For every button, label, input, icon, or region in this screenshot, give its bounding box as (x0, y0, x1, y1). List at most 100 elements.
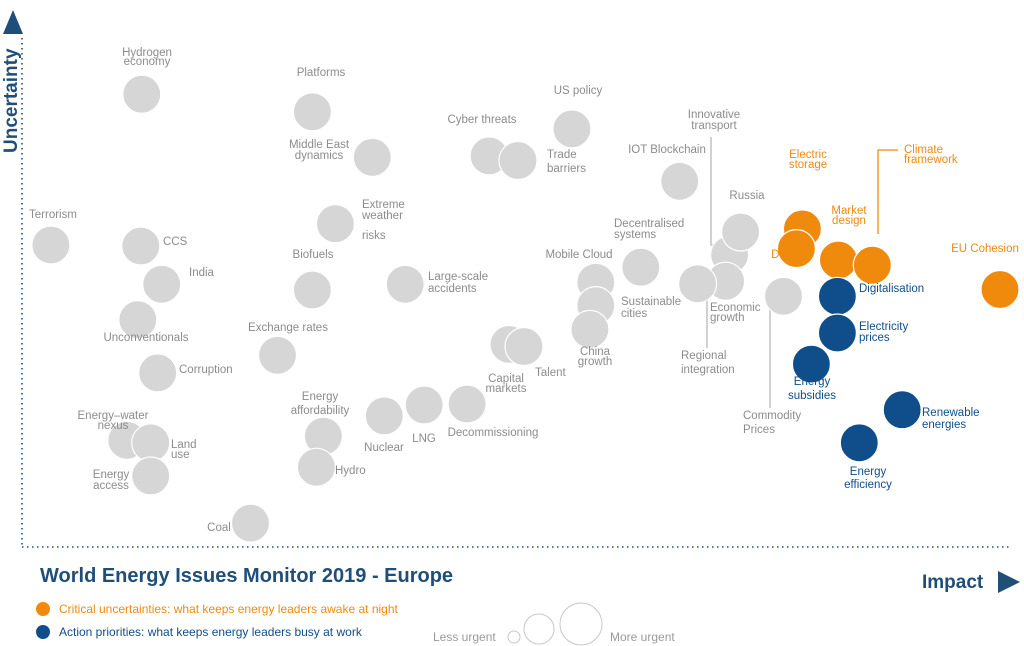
bubble-coal (230, 503, 271, 543)
label-line: Prices (743, 424, 775, 436)
label-ccs: CCS (163, 236, 188, 248)
label-platforms: Platforms (297, 67, 346, 79)
label-line: Corruption (179, 364, 233, 376)
bubble-commodity-prices (763, 276, 804, 316)
label-line: growth (578, 356, 613, 368)
bubble-energy-access (131, 456, 171, 496)
label-line: nexus (98, 420, 129, 432)
label-line: Regional (681, 350, 726, 362)
label-cyber-threats: Cyber threats (447, 114, 516, 126)
label-line: Economic (710, 302, 761, 314)
label-line: Commodity (743, 410, 801, 422)
size-legend-medium-circle-icon (523, 613, 555, 645)
label-capital-markets: Capital markets (486, 373, 527, 395)
label-line: Decentralised (614, 218, 684, 230)
bubble-hydro (296, 447, 336, 487)
label-energy-access: Energy access (93, 469, 130, 492)
label-innovative-transport: Innovative transport (688, 109, 740, 132)
bubble-platforms (292, 92, 332, 132)
bubble-iot-blockchain (660, 161, 700, 201)
label-line: design (832, 215, 866, 227)
label-line: Decommissioning (448, 427, 539, 439)
label-line: Extreme (362, 199, 405, 211)
label-decentralised-systems: Decentralised systems (614, 218, 684, 241)
label-mobile-cloud: Mobile Cloud (545, 249, 612, 261)
label-line: storage (789, 159, 827, 171)
label-line: access (93, 480, 129, 492)
bubble-nuclear (364, 396, 404, 436)
bubble-russia (720, 212, 761, 252)
label-line: accidents (428, 283, 477, 295)
label-lng: LNG (412, 433, 436, 445)
label-line: Russia (729, 190, 765, 202)
label-electricity-prices: Electricity prices (859, 321, 908, 344)
label-decommissioning: Decommissioning (448, 427, 539, 439)
bubble-decommissioning (447, 384, 487, 424)
label-energy-subsidies: Energy subsidies (788, 376, 836, 402)
label-line: affordability (291, 405, 350, 417)
label-line: transport (691, 120, 737, 132)
bubble-us-policy (552, 109, 592, 149)
label-line: Exchange rates (248, 322, 328, 334)
label-line: Market (831, 205, 867, 217)
label-line: Biofuels (293, 249, 334, 261)
bubble-terrorism (31, 225, 71, 265)
bubble-ccs (121, 226, 161, 266)
label-line: IOT Blockchain (628, 144, 706, 156)
label-line: barriers (547, 163, 586, 175)
label-commodity-prices: Commodity Prices (743, 410, 801, 436)
label-us-policy: US policy (554, 85, 603, 97)
bubble-electricity-prices (817, 313, 858, 353)
label-digitalisation: Digitalisation (859, 283, 924, 295)
label-exchange-rates: Exchange rates (248, 322, 328, 334)
connector-innovative-transport (710, 137, 723, 246)
label-line: markets (486, 383, 527, 395)
label-line: Sustainable (621, 296, 681, 308)
bubble-regional-integration (677, 264, 718, 304)
label-line: Electric (789, 149, 827, 161)
label-line: Nuclear (364, 442, 404, 454)
label-line: Mobile Cloud (545, 249, 612, 261)
bubble-china-growth (570, 309, 610, 349)
bubble-climate-framework (852, 245, 892, 285)
y-axis-arrow-icon (3, 10, 23, 34)
label-land-use: Land use (171, 439, 197, 461)
bubble-digitalisation (817, 276, 858, 316)
label-line: subsidies (788, 390, 836, 402)
label-nuclear: Nuclear (364, 442, 404, 454)
bubble-trade-barriers (498, 140, 538, 181)
chart-title: World Energy Issues Monitor 2019 - Europ… (40, 565, 453, 587)
label-energy-affordability: Energy affordability (291, 391, 350, 417)
label-russia: Russia (729, 190, 765, 202)
label-line: Terrorism (29, 209, 77, 221)
bubble-exchange-rates (257, 335, 298, 375)
label-electric-storage: Electric storage (789, 149, 827, 171)
label-line: Platforms (297, 67, 346, 79)
label-hydrogen-economy: Hydrogen economy (122, 47, 172, 68)
label-line: Climate (904, 144, 943, 156)
label-line: Energy (850, 466, 887, 478)
label-line: growth (710, 312, 745, 324)
label-line: Capital (488, 373, 524, 385)
label-line: framework (904, 154, 958, 166)
label-layer: Hydrogen economy Platforms US policy Inno… (29, 47, 1019, 534)
bubble-layer (31, 74, 1020, 543)
x-axis-title: Impact (922, 572, 984, 593)
label-data-ai: Data AI (771, 249, 809, 261)
label-line: economy (124, 56, 171, 68)
label-line: systems (614, 229, 656, 241)
label-economic-growth: Economic growth (710, 302, 761, 324)
label-iot-blockchain: IOT Blockchain (628, 144, 706, 156)
bubble-energy-subsidies (791, 344, 832, 384)
bubble-market-design (818, 240, 859, 280)
label-line: US policy (554, 85, 603, 97)
label-line: Cyber threats (447, 114, 516, 126)
bubble-large-scale-accidents (385, 264, 425, 304)
bubble-corruption (138, 353, 178, 393)
label-extreme-weather: Extreme weather (361, 199, 405, 222)
label-talent: Talent (535, 367, 566, 379)
label-line: Digitalisation (859, 283, 924, 295)
label-large-scale-accidents: Large-scale accidents (428, 271, 488, 295)
label-corruption: Corruption (179, 364, 233, 376)
label-terrorism: Terrorism (29, 209, 77, 221)
